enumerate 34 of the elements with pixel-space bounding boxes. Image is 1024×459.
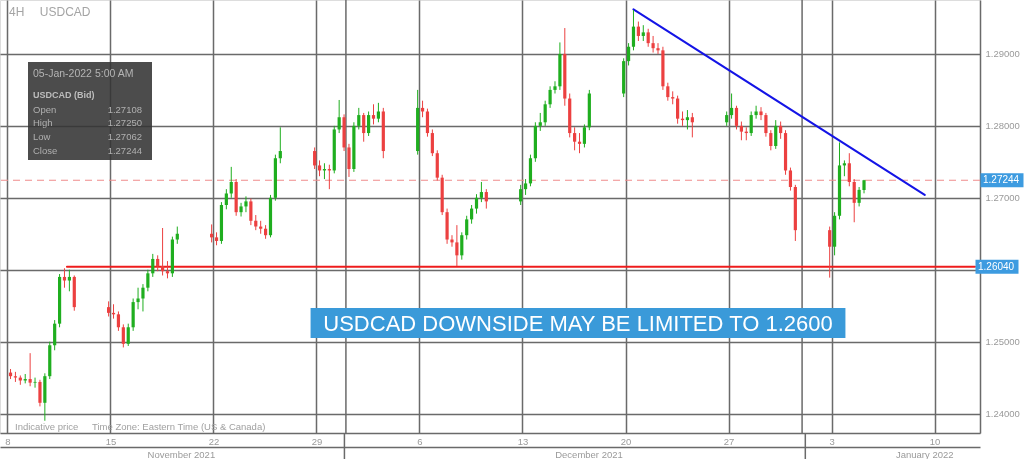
x-tick-label: 6 [417, 435, 423, 447]
x2-tick-label: January 2022 [895, 448, 954, 459]
annotation: Indicative price [15, 421, 79, 432]
x-tick-label: 22 [208, 435, 220, 447]
data-label: 1.26040 [978, 260, 1015, 272]
annotation: High [33, 117, 53, 128]
annotation: 05-Jan-2022 5:00 AM [33, 67, 134, 79]
ref-line-label: 1.27244 [983, 174, 1020, 186]
annotation: Low [33, 131, 51, 142]
annotation: 1.27250 [107, 117, 142, 128]
chart-title: 4H [9, 5, 25, 19]
annotation: 1.27244 [107, 145, 142, 156]
y-tick-label: 1.28000 [985, 120, 1020, 132]
x2-tick-label: November 2021 [147, 448, 216, 459]
y-tick-label: 1.29000 [985, 48, 1020, 60]
x-tick-label: 27 [723, 435, 735, 447]
x-tick-label: 10 [929, 435, 941, 447]
y-tick-label: 1.25000 [985, 336, 1020, 348]
y-tick-label: 1.27000 [985, 192, 1020, 204]
x-tick-label: 3 [829, 435, 835, 447]
annotation: 1.27062 [107, 131, 142, 142]
x-tick-label: 15 [105, 435, 117, 447]
annotation: Close [33, 145, 58, 156]
x-tick-label: 29 [311, 435, 323, 447]
annotation: USDCAD (Bid) [33, 90, 95, 100]
x2-tick-label: December 2021 [555, 448, 623, 459]
x-tick-label: 13 [517, 435, 529, 447]
x-tick-label: 20 [620, 435, 632, 447]
annotation: 1.27108 [107, 104, 142, 115]
annotation: Open [33, 104, 57, 115]
annotation: USDCAD DOWNSIDE MAY BE LIMITED TO 1.2600 [323, 311, 833, 336]
chart-subtitle: USDCAD [39, 5, 91, 19]
y-tick-label: 1.24000 [985, 408, 1020, 420]
x-tick-label: 8 [5, 435, 11, 447]
